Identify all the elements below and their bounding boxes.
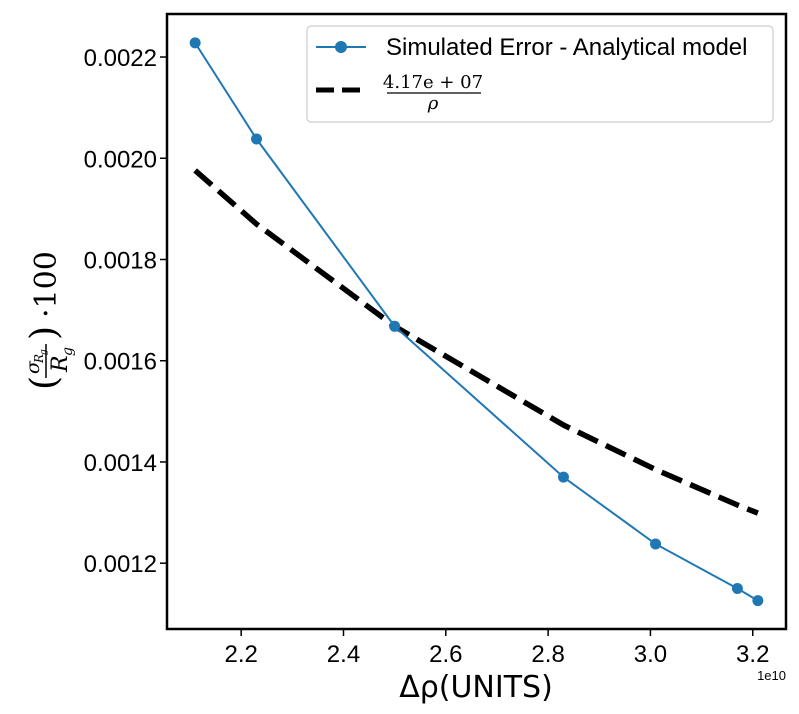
y-axis-label: ( σ R g R g ) ·100 [22,251,76,390]
x-axis: 2.2 2.4 2.6 2.8 3.0 3.2 [224,629,769,668]
y-label-suffix: ·100 [29,251,64,318]
x-tick-label: 2.2 [224,641,257,668]
y-tick-label: 0.0012 [84,551,157,578]
y-label-open-paren: ( [24,376,65,390]
x-tick-label: 2.6 [429,641,462,668]
series-analytical-line [193,168,759,516]
y-tick-label: 0.0022 [84,45,157,72]
series-simulated-point [650,538,662,550]
y-tick-label: 0.0020 [84,146,157,173]
axes-frame [165,12,788,631]
y-axis: 0.0012 0.0014 0.0016 0.0018 0.0020 0.0022 [84,45,167,578]
series-simulated-point [251,133,263,145]
legend-label-simulated: Simulated Error - Analytical model [386,34,747,61]
y-tick-label: 0.0014 [84,450,157,477]
legend: Simulated Error - Analytical model 4.17e… [306,25,774,123]
x-tick-label: 2.4 [327,641,360,668]
x-offset-label: 1e10 [757,668,786,683]
plot-area [189,37,764,607]
y-label-numerator-sub: R [32,354,46,364]
y-label-denominator-sub: g [60,347,76,356]
series-simulated-point [752,595,764,607]
x-axis-label: Δρ(UNITS) [399,670,553,705]
series-simulated-point [389,320,401,332]
series-simulated-point [731,583,743,595]
x-tick-label: 2.8 [531,641,564,668]
y-tick-label: 0.0018 [84,247,157,274]
y-label-close-paren: ) [24,326,65,340]
y-tick-label: 0.0016 [84,349,157,376]
y-label-numerator-subsub: g [39,349,49,355]
x-tick-label: 3.2 [736,641,769,668]
legend-label-analytical-numerator: 4.17e + 07 [383,72,483,93]
series-simulated-point [189,37,201,49]
series-simulated-point [557,471,569,483]
x-tick-label: 3.0 [634,641,667,668]
legend-marker-simulated [335,41,347,53]
y-label-numerator: σ [22,360,44,374]
y-label-denominator: R [48,355,73,373]
legend-label-analytical-denominator: ρ [427,93,439,114]
legend-box [306,25,774,123]
